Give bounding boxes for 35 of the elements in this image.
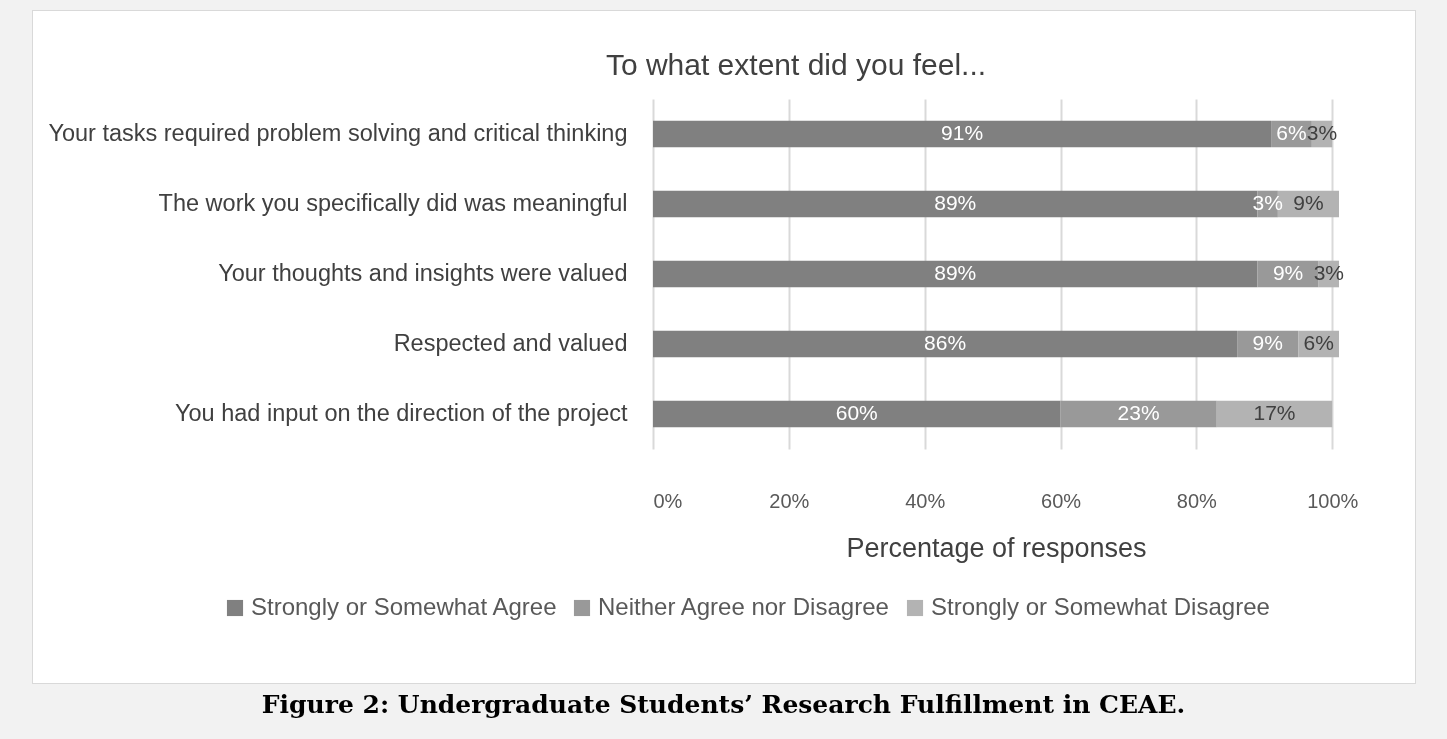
data-label: 17% (1253, 401, 1296, 424)
bar (653, 120, 1272, 148)
bar (653, 330, 1238, 358)
x-tick-label: 80% (1176, 489, 1218, 512)
bar (1060, 400, 1217, 428)
x-tick-label: 100% (1307, 489, 1359, 512)
x-axis-title: Percentage of responses (846, 532, 1147, 563)
data-label: 89% (934, 261, 977, 284)
y-tick-label: The work you specifically did was meaningful (158, 190, 628, 216)
data-label: 9% (1293, 191, 1324, 214)
y-tick-label: You had input on the direction of the project (175, 400, 628, 426)
bar (653, 260, 1258, 288)
x-tick-label: 60% (1041, 489, 1082, 512)
legend-label: Strongly or Somewhat Agree (251, 593, 557, 620)
x-tick-label: 40% (905, 489, 946, 512)
y-tick-label: Respected and valued (393, 330, 628, 356)
data-label: 6% (1276, 121, 1307, 144)
data-label: 9% (1272, 261, 1304, 284)
data-label: 86% (924, 331, 967, 354)
caption: Figure 2: Undergraduate Students’ Research Fulfillment in CEAE. (260, 690, 1187, 719)
data-label: 6% (1303, 331, 1334, 354)
data-label: 60% (835, 401, 878, 424)
data-label: 89% (934, 191, 977, 214)
legend-label: Strongly or Somewhat Disagree (931, 593, 1270, 620)
y-tick-label: Your thoughts and insights were valued (218, 260, 628, 286)
data-label: 3% (1252, 191, 1283, 214)
bar (653, 400, 1061, 428)
data-label: 9% (1252, 331, 1283, 354)
x-tick-label: 20% (769, 489, 810, 512)
data-label: 91% (941, 121, 984, 144)
data-label: 23% (1117, 401, 1160, 424)
y-tick-label: Your tasks required problem solving and critical thinking (48, 120, 628, 146)
x-tick-label: 0% (653, 489, 683, 512)
chart-title: To what extent did you feel... (605, 48, 987, 81)
legend-label: Neither Agree nor Disagree (598, 593, 889, 620)
